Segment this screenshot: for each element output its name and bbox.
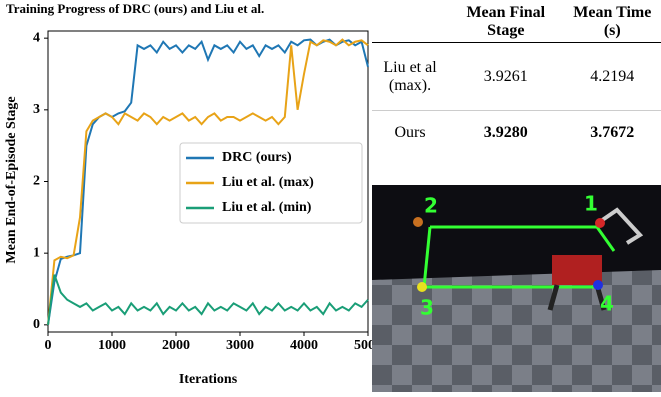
legend-label: Liu et al. (max) [222, 175, 314, 190]
x-axis-label: Iterations [179, 372, 238, 387]
series-line [47, 38, 369, 325]
marker [417, 282, 427, 292]
legend-box [179, 142, 363, 224]
legend-label: DRC (ours) [222, 150, 292, 165]
chart-title: Training Progress of DRC (ours) and Liu … [6, 1, 264, 16]
robot-body [552, 255, 602, 285]
chart: Training Progress of DRC (ours) and Liu … [4, 1, 382, 387]
y-tick-label: 3 [33, 102, 40, 117]
waypoint-label: 1 [584, 192, 598, 216]
robot-leg [547, 284, 560, 311]
cell: 3.7672 [590, 123, 635, 141]
y-tick-label: 0 [33, 317, 40, 332]
x-tick-label: 4000 [290, 338, 318, 353]
y-tick-label: 1 [33, 245, 40, 260]
marker [595, 218, 605, 228]
header-cell: Mean Time (s) [563, 2, 661, 43]
legend-label: Liu et al. (min) [222, 200, 312, 215]
floor [372, 270, 661, 392]
cell: 3.9261 [448, 42, 564, 111]
cell: 4.2194 [563, 42, 661, 111]
marker [413, 217, 423, 227]
header-cell: Mean Final Stage [448, 2, 564, 43]
y-tick-label: 4 [33, 30, 40, 45]
waypoint-label: 4 [600, 292, 614, 316]
waypoint-label: 3 [420, 296, 434, 320]
robot-scene: 1 2 3 4 [372, 185, 661, 392]
y-axis-label: Mean End-of-Episode Stage [4, 96, 19, 263]
x-tick-label: 0 [45, 338, 52, 353]
robot-arm [596, 207, 644, 245]
x-tick-label: 3000 [226, 338, 254, 353]
row-label: Liu et al (max). [372, 42, 448, 111]
y-tick-label: 2 [33, 174, 40, 189]
corner [372, 2, 448, 43]
row-label: Ours [394, 123, 426, 141]
waypoint-label: 2 [424, 194, 438, 218]
cell: 3.9280 [483, 123, 528, 141]
series-line [47, 274, 369, 325]
x-tick-label: 2000 [162, 338, 190, 353]
marker [593, 280, 603, 290]
header-row: Mean Final Stage Mean Time (s) [372, 2, 661, 43]
row: Ours 3.9280 3.7672 [372, 111, 661, 155]
results-table: Mean Final Stage Mean Time (s) Liu et al… [372, 2, 661, 155]
x-tick-label: 1000 [98, 338, 126, 353]
row: Liu et al (max). 3.9261 4.2194 [372, 42, 661, 111]
